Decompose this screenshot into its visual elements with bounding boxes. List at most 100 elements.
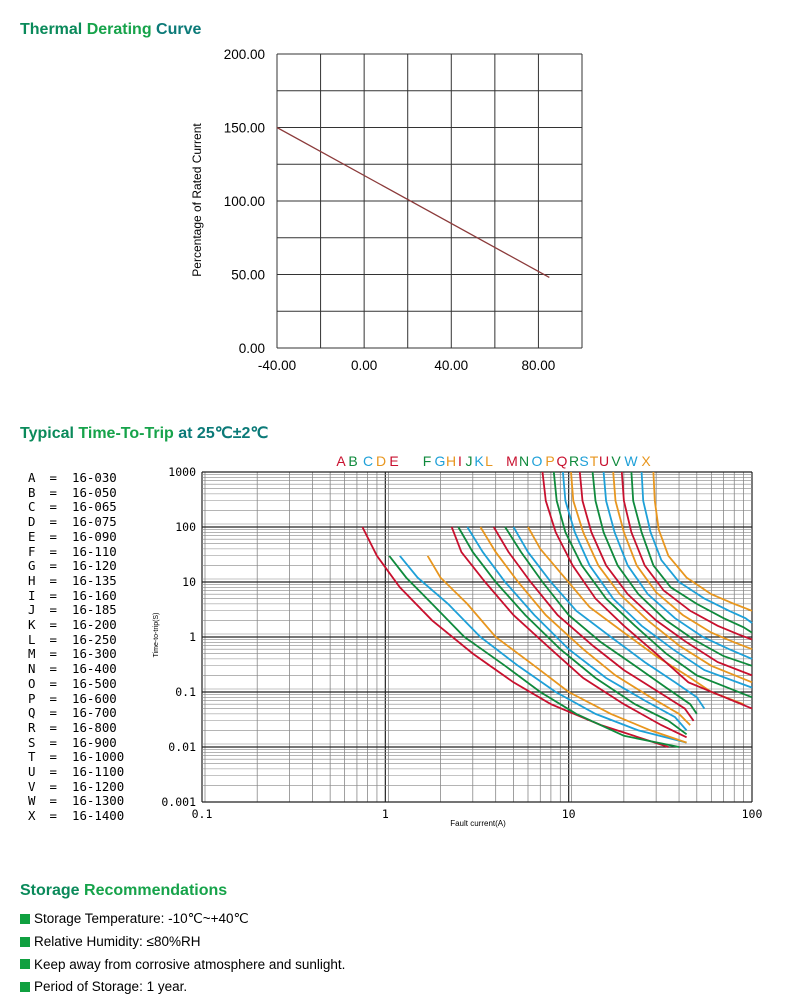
legend-equals: = [42, 514, 57, 530]
trip-series-N [552, 471, 753, 699]
legend-key: D [28, 514, 36, 530]
legend-part: 16-200 [72, 617, 117, 633]
legend-equals: = [42, 749, 57, 765]
derating-y-tick: 150.00 [224, 121, 265, 136]
derating-line [276, 126, 550, 279]
derating-x-tick: 40.00 [434, 358, 468, 373]
trip-letter-W: W [624, 453, 638, 469]
trip-y-tick: 1 [189, 630, 196, 644]
legend-part: 16-065 [72, 499, 117, 515]
legend-equals: = [42, 484, 57, 500]
legend-equals: = [42, 499, 57, 515]
trip-letter-H: H [446, 453, 456, 469]
legend-row: J = 16-185 [28, 603, 124, 618]
storage-item: Storage Temperature: -10℃~+40℃ [20, 908, 345, 931]
legend-key: U [28, 764, 36, 780]
square-bullet-icon [20, 981, 30, 992]
legend-equals: = [42, 690, 57, 706]
trip-y-tick: 100 [175, 520, 196, 534]
legend-key: C [28, 499, 36, 515]
legend-key: H [28, 572, 36, 588]
trip-letter-X: X [641, 453, 651, 469]
legend-equals: = [42, 631, 57, 647]
legend-key: E [28, 528, 36, 544]
legend-equals: = [42, 734, 57, 750]
legend-equals: = [42, 808, 57, 824]
legend-part: 16-075 [72, 514, 117, 530]
legend-equals: = [42, 646, 57, 662]
legend-key: W [28, 793, 36, 809]
legend-part: 16-400 [72, 661, 117, 677]
legend-row: H = 16-135 [28, 572, 124, 589]
legend-equals: = [42, 705, 57, 721]
legend-row: S = 16-900 [28, 734, 124, 751]
legend-key: G [28, 558, 36, 574]
legend-row: O = 16-500 [28, 676, 124, 692]
trip-letter-T: T [590, 453, 599, 469]
trip-letter-N: N [519, 453, 529, 469]
legend-part: 16-135 [72, 572, 117, 588]
trip-series-U [620, 471, 753, 641]
legend-equals: = [42, 661, 57, 677]
trip-series-P [570, 471, 753, 684]
legend-row: P = 16-600 [28, 690, 124, 707]
trip-letter-K: K [474, 453, 484, 469]
trip-letter-V: V [611, 453, 621, 469]
legend-part: 16-185 [72, 602, 117, 618]
trip-series-X [652, 471, 753, 612]
legend-equals: = [42, 558, 57, 574]
derating-chart: 0.00 50.00 100.00 150.00 200.00 -40.00 0.00 40.… [190, 47, 583, 373]
legend-key: V [28, 778, 36, 794]
legend-key: N [28, 661, 36, 677]
trip-series-V [630, 471, 753, 634]
derating-ylabel: Percentage of Rated Current [190, 123, 204, 277]
square-bullet-icon [20, 959, 30, 970]
legend-row: C = 16-065 [28, 500, 124, 515]
trip-letter-L: L [485, 453, 493, 469]
derating-y-tick: 200.00 [224, 47, 265, 62]
legend-key: S [28, 734, 36, 750]
legend-equals: = [42, 778, 57, 794]
legend-part: 16-160 [72, 587, 117, 603]
legend-equals: = [42, 572, 57, 588]
storage-item-text: Keep away from corrosive atmosphere and … [34, 956, 346, 972]
trip-x-tick: 10 [562, 807, 576, 821]
trip-letter-B: B [348, 453, 357, 469]
trip-x-tick: 0.1 [192, 807, 213, 821]
legend-key: A [28, 470, 36, 485]
legend-row: Q = 16-700 [28, 706, 124, 721]
legend-part: 16-120 [72, 558, 117, 574]
trip-letter-C: C [363, 453, 373, 469]
legend-key: J [28, 602, 36, 618]
legend-part: 16-050 [72, 484, 117, 500]
legend-equals: = [42, 470, 57, 485]
trip-series-T [612, 471, 753, 651]
trip-series-I [492, 526, 695, 722]
trip-y-tick: 0.001 [161, 795, 196, 809]
legend-key: R [28, 719, 36, 735]
storage-list: Storage Temperature: -10℃~+40℃ Relative H… [20, 908, 345, 998]
legend-row: L = 16-250 [28, 631, 124, 648]
trip-letter-E: E [389, 453, 398, 469]
legend-row: U = 16-1100 [28, 764, 124, 780]
trip-legend-table: A = 16-030 B = 16-050 C = 16-065 D = 16-075 E = 1… [28, 470, 124, 824]
trip-letter-S: S [579, 453, 588, 469]
legend-row: X = 16-1400 [28, 808, 124, 824]
trip-y-tick: 10 [182, 575, 196, 589]
trip-ylabel: Time-to-trip(S) [153, 613, 160, 658]
derating-y-tick: 50.00 [231, 268, 265, 283]
derating-x-tick: 0.00 [351, 358, 377, 373]
legend-key: K [28, 617, 36, 633]
legend-row: B = 16-050 [28, 484, 124, 501]
legend-part: 16-090 [72, 528, 117, 544]
trip-y-tick: 0.01 [168, 740, 196, 754]
legend-part: 16-110 [72, 543, 117, 559]
legend-key: F [28, 543, 36, 559]
legend-row: G = 16-120 [28, 559, 124, 574]
legend-key: P [28, 690, 36, 706]
derating-title: Thermal Derating Curve [20, 21, 202, 38]
legend-row: F = 16-110 [28, 543, 124, 560]
legend-equals: = [42, 543, 57, 559]
trip-series-G [466, 526, 688, 731]
legend-row: T = 16-1000 [28, 750, 124, 765]
